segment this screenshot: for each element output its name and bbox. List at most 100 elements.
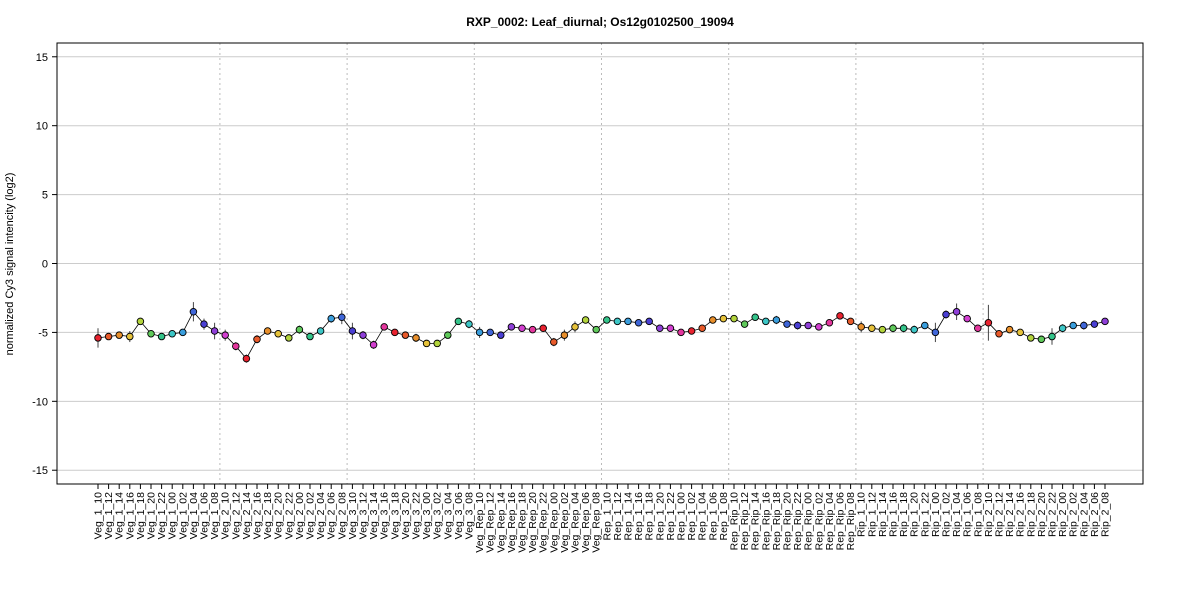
data-point [168,330,176,338]
data-point [369,341,378,349]
data-point [1027,334,1035,342]
data-point [740,320,749,328]
x-tick-label: Veg_2_04 [315,492,327,539]
y-tick-label: 5 [42,190,48,202]
x-tick-label: Veg_2_10 [220,492,232,539]
x-tick-label: Rip_2_16 [1015,492,1027,537]
data-point [910,325,918,334]
x-tick-label: Rep_1_22 [665,492,677,541]
data-point [560,331,569,339]
data-point [539,324,547,333]
x-tick-label: Rip_1_22 [919,492,931,537]
data-point [200,320,208,328]
x-tick-label: Rep_1_08 [718,492,730,541]
x-tick-label: Veg_3_06 [453,492,465,539]
x-tick-label: Veg_Rep_18 [517,492,529,553]
x-tick-label: Rep_Rip_04 [824,492,836,551]
data-point [359,331,367,339]
x-tick-label: Veg_2_22 [283,492,295,539]
data-point [1037,335,1046,344]
x-tick-label: Rip_2_00 [1057,492,1069,537]
data-point [762,317,770,326]
x-tick-label: Rep_1_10 [601,492,613,541]
x-tick-label: Rip_2_12 [994,492,1006,537]
data-point [592,325,600,334]
x-tick-label: Rep_1_12 [612,492,624,541]
data-point [242,354,251,363]
data-point [836,312,844,320]
data-point [698,324,706,333]
x-tick-label: Rip_1_00 [930,492,942,537]
x-tick-label: Rip_1_10 [856,492,868,537]
data-point [253,335,261,344]
data-point [613,317,622,326]
x-tick-label: Rip_2_22 [1047,492,1059,537]
x-tick-label: Rep_1_14 [623,492,635,541]
x-tick-label: Rip_1_12 [866,492,878,537]
data-point [444,331,452,339]
x-tick-label: Rep_1_20 [654,492,666,541]
data-point [995,330,1003,338]
x-tick-label: Veg_2_16 [252,492,264,539]
x-tick-label: Veg_1_14 [114,492,126,539]
x-tick-label: Veg_Rep_16 [506,492,518,553]
data-point [136,317,145,326]
x-tick-label: Veg_2_00 [294,492,306,539]
data-point [645,317,653,326]
x-tick-label: Veg_3_16 [379,492,391,539]
x-tick-label: Rip_1_06 [962,492,974,537]
data-point [666,324,675,333]
x-tick-label: Veg_2_06 [326,492,338,539]
data-point [942,310,950,319]
data-point [486,328,494,337]
x-tick-label: Veg_1_04 [188,492,200,539]
x-tick-label: Rep_Rip_02 [813,492,825,551]
x-tick-label: Veg_3_04 [442,492,454,539]
x-tick-label: Rip_1_02 [941,492,953,537]
y-axis: -15 -10 -5 0 5 10 15 [32,52,57,477]
data-point [126,332,134,341]
data-point [719,314,728,323]
x-tick-label: Rep_1_18 [644,492,656,541]
data-point [104,332,113,341]
x-tick-label: Rep_Rip_14 [750,492,762,551]
data-point [528,325,537,334]
data-point [295,325,304,334]
x-tick-label: Veg_3_22 [411,492,423,539]
data-point [889,324,897,333]
data-point [454,317,463,326]
x-tick-label: Veg_Rep_04 [570,492,582,553]
x-tick-label: Veg_1_10 [93,492,105,539]
x-tick-label: Rep_Rip_06 [835,492,847,551]
data-point [857,323,865,331]
data-point [1058,324,1067,333]
data-point [306,332,314,341]
data-point [401,331,410,339]
x-tick-label: Veg_Rep_14 [495,492,507,553]
chart-title: RXP_0002: Leaf_diurnal; Os12g0102500_190… [466,15,734,29]
data-point [210,327,219,335]
x-tick-label: Rep_Rip_22 [792,492,804,551]
x-tick-label: Rip_2_10 [983,492,995,537]
data-point [380,323,388,331]
x-tick-label: Rep_Rip_20 [782,492,794,551]
y-tick-label: 0 [42,259,48,271]
x-tick-label: Veg_1_06 [199,492,211,539]
x-tick-label: Rip_1_16 [888,492,900,537]
data-point [179,328,187,337]
data-point [931,328,940,337]
x-tick-label: Rep_1_04 [697,492,709,541]
y-tick-label: 10 [36,121,48,133]
data-point [507,323,516,331]
data-point [656,324,664,333]
x-tick-label: Veg_2_02 [305,492,317,539]
x-tick-label: Veg_Rep_12 [485,492,497,553]
x-tick-label: Rip_2_20 [1036,492,1048,537]
x-tick-label: Veg_3_20 [400,492,412,539]
data-point [825,319,834,327]
x-tick-label: Veg_3_10 [347,492,359,539]
data-point [147,330,155,338]
data-point [348,327,357,335]
x-tick-label: Veg_Rep_10 [474,492,486,553]
